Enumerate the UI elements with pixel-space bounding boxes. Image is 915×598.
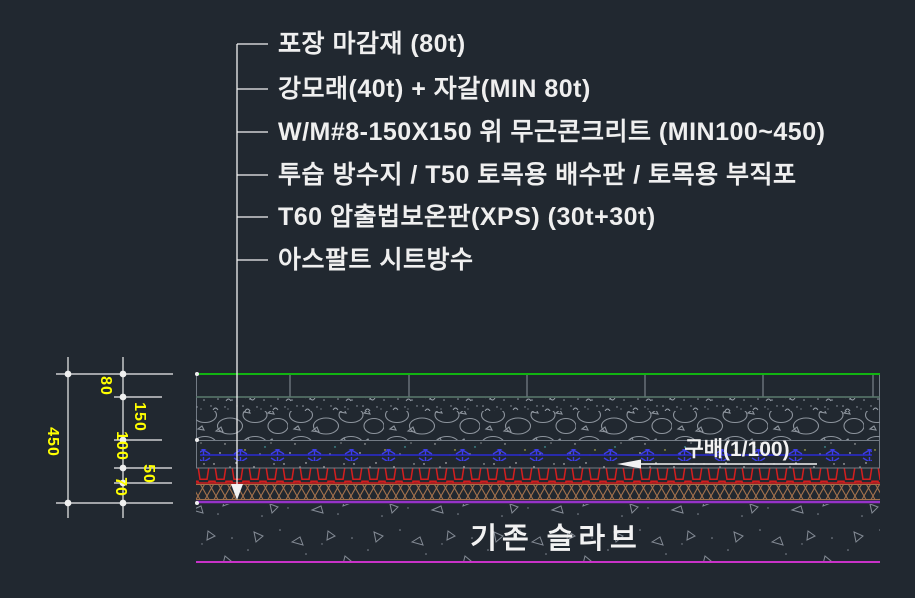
dimension-node-dots bbox=[64, 370, 127, 507]
slope-annotation: 구배(1/100) bbox=[684, 438, 790, 461]
edge-node-dots bbox=[195, 372, 199, 505]
callout-label-insulation: T60 압출법보온판(XPS) (30t+30t) bbox=[278, 203, 656, 231]
leader-line bbox=[236, 43, 268, 485]
dim-segment-80: 80 bbox=[97, 376, 114, 396]
dim-segment-100: 100 bbox=[113, 431, 130, 461]
insulation-borders bbox=[196, 484, 880, 500]
down-arrow-icon bbox=[231, 484, 243, 500]
dim-segment-70: 70 bbox=[112, 477, 129, 497]
left-arrow-icon bbox=[617, 459, 641, 469]
callout-label-waterproofing: 아스팔트 시트방수 bbox=[278, 246, 474, 274]
dim-segment-50: 50 bbox=[140, 464, 157, 484]
gravel-layer bbox=[196, 411, 880, 440]
drain-board-layer bbox=[196, 468, 880, 484]
wire-mesh-symbols bbox=[200, 449, 872, 461]
paver-layer bbox=[196, 373, 880, 398]
callout-label-paving: 포장 마감재 (80t) bbox=[278, 30, 466, 58]
dim-segment-150: 150 bbox=[131, 402, 148, 432]
insulation-layer bbox=[196, 484, 880, 500]
callout-label-drain-board: 투습 방수지 / T50 토목용 배수판 / 토목용 부직포 bbox=[278, 161, 797, 189]
slope-arrow bbox=[617, 459, 817, 469]
existing-slab-label: 기존 슬라브 bbox=[470, 523, 642, 555]
sand-layer bbox=[196, 398, 880, 411]
existing-slab bbox=[196, 504, 880, 561]
dim-total: 450 bbox=[44, 427, 61, 457]
callout-label-concrete: W/M#8-150X150 위 무근콘크리트 (MIN100~450) bbox=[278, 118, 826, 146]
callout-label-sand-gravel: 강모래(40t) + 자갈(MIN 80t) bbox=[278, 75, 591, 103]
